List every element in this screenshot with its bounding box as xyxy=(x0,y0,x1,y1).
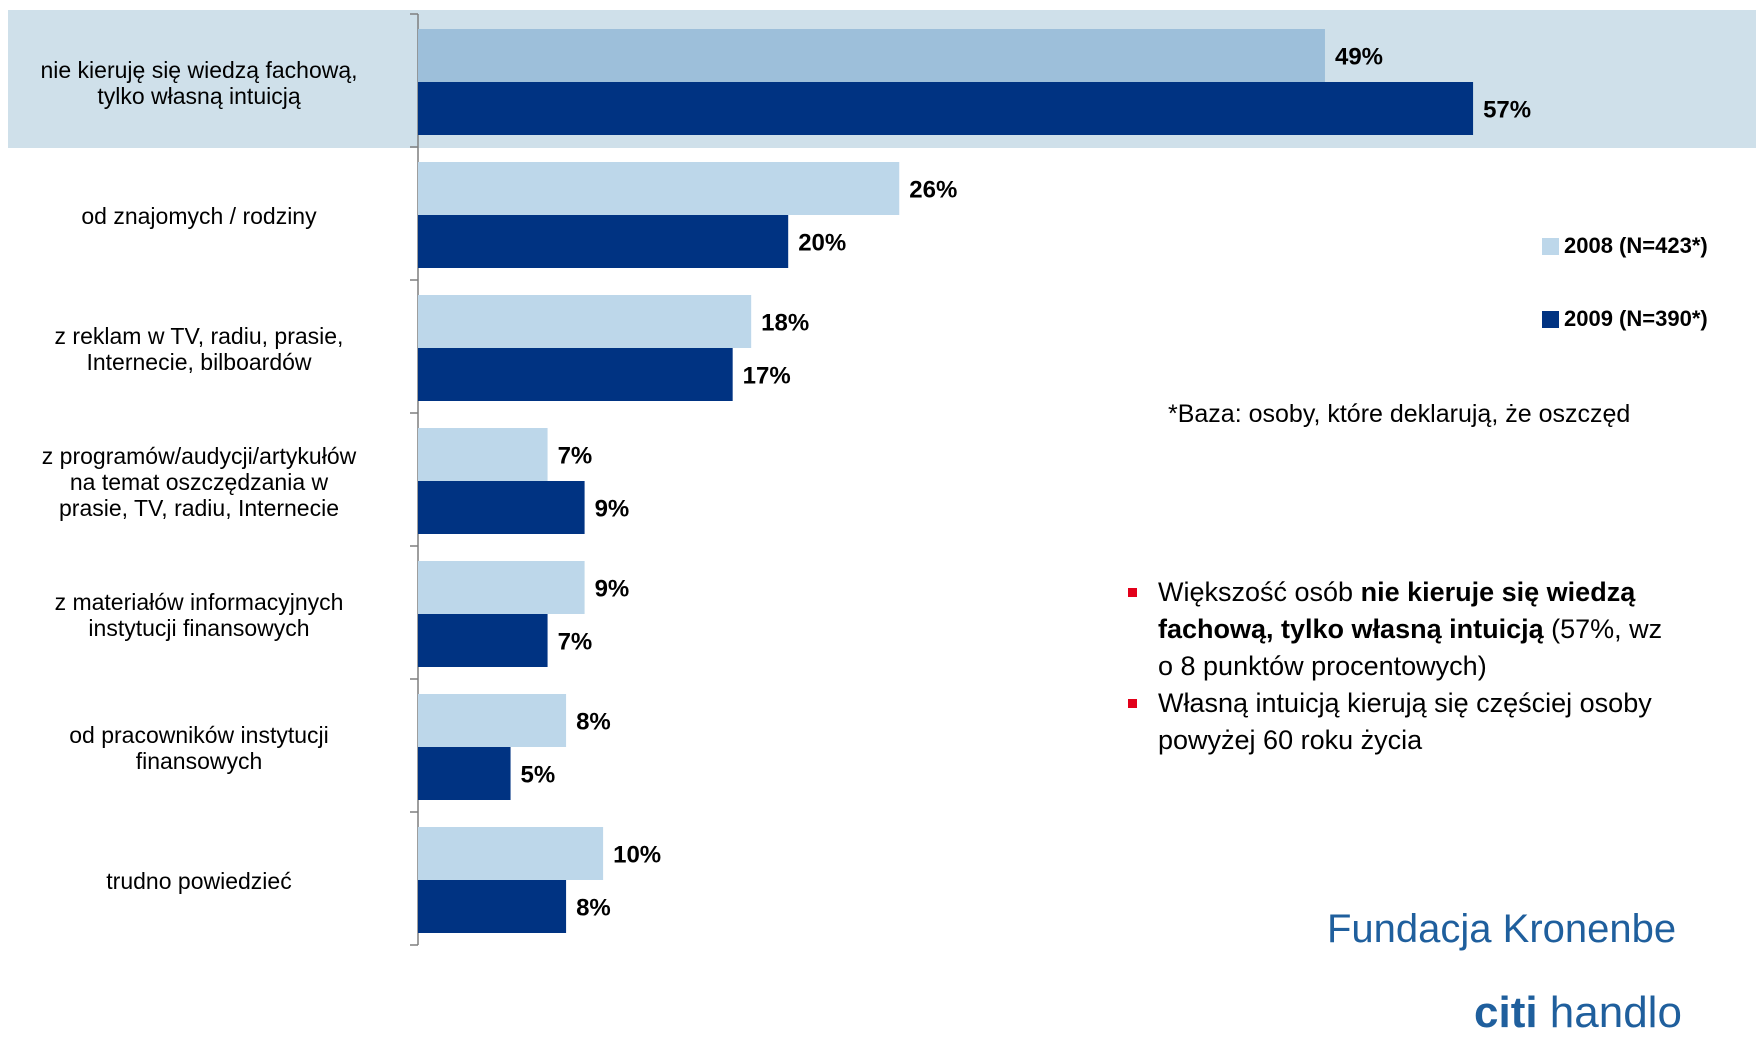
bar-2009 xyxy=(418,614,548,667)
square-bullet-icon xyxy=(1128,699,1137,708)
bar-value-label: 9% xyxy=(595,496,630,523)
category-label-line: od znajomych / rodziny xyxy=(81,202,317,229)
legend-swatch-2009 xyxy=(1542,310,1559,328)
citi-logo-mark: citi xyxy=(1474,988,1538,1037)
bar-2009 xyxy=(418,82,1474,135)
bar-value-label: 18% xyxy=(761,310,809,337)
bullet-1-text-line3: o 8 punktów procentowych) xyxy=(1158,651,1487,681)
bar-value-label: 57% xyxy=(1483,97,1531,124)
category-label-line: Internecie, bilboardów xyxy=(86,348,312,375)
bar-2009 xyxy=(418,481,585,534)
bar-2009 xyxy=(418,215,789,268)
category-label-line: z programów/audycji/artykułów xyxy=(41,442,357,469)
bar-value-label: 8% xyxy=(576,895,611,922)
bar-2008 xyxy=(418,561,585,614)
category-label-line: tylko własną intuicją xyxy=(97,82,301,109)
legend-item-2008: 2008 (N=423*) xyxy=(1542,233,1708,259)
category-label-line: finansowych xyxy=(135,747,263,774)
commentary-bullets: Większość osób nie kieruje się wiedzą fa… xyxy=(1128,574,1756,759)
handlowy-logo-text: handlo xyxy=(1537,988,1682,1037)
category-label: z materiałów informacyjnych instytucji fi… xyxy=(4,589,394,641)
category-label-line: trudno powiedzieć xyxy=(106,867,292,894)
citi-handlowy-logo: citi handlo xyxy=(1474,988,1682,1038)
bar-2008 xyxy=(418,162,900,215)
bar-value-label: 7% xyxy=(558,629,593,656)
category-label-line: z materiałów informacyjnych xyxy=(54,588,344,615)
base-note: *Baza: osoby, które deklarują, że oszczę… xyxy=(1168,400,1631,428)
fundacja-kronenberga-logo: Fundacja Kronenbe xyxy=(1327,907,1677,951)
bullet-1-text-rest: (57%, wz xyxy=(1543,614,1663,644)
category-label: od pracowników instytucji finansowych xyxy=(4,722,394,774)
bar-2008 xyxy=(418,295,752,348)
bar-2008 xyxy=(418,29,1325,82)
category-label-line: z reklam w TV, radiu, prasie, xyxy=(54,322,344,349)
bar-value-label: 10% xyxy=(613,842,661,869)
category-label-line: nie kieruję się wiedzą fachową, xyxy=(40,56,358,83)
bar-value-label: 49% xyxy=(1335,44,1383,71)
legend-swatch-2008 xyxy=(1542,237,1559,255)
category-label-line: instytucji finansowych xyxy=(88,614,310,641)
bullet-2-text-line1: Własną intuicją kierują się częściej oso… xyxy=(1158,688,1652,718)
category-label: od znajomych / rodziny xyxy=(4,203,394,229)
bar-value-label: 20% xyxy=(798,230,846,257)
category-label: z reklam w TV, radiu, prasie, Internecie,… xyxy=(4,323,394,375)
bullet-1-text-bold-2: fachową, tylko własną intuicją xyxy=(1158,614,1544,644)
bar-value-label: 9% xyxy=(595,576,630,603)
category-label: z programów/audycji/artykułów na temat os… xyxy=(4,443,394,521)
bar-value-label: 7% xyxy=(558,443,593,470)
legend-label-2008: 2008 (N=423*) xyxy=(1564,233,1708,258)
category-label-line: prasie, TV, radiu, Internecie xyxy=(59,494,339,521)
bar-value-label: 5% xyxy=(521,762,556,789)
bar-2009 xyxy=(418,348,733,401)
bar-2008 xyxy=(418,694,567,747)
bar-value-label: 17% xyxy=(743,363,791,390)
bar-2008 xyxy=(418,827,604,880)
category-label-line: od pracowników instytucji xyxy=(69,721,329,748)
bullet-2-text-line2: powyżej 60 roku życia xyxy=(1158,725,1423,755)
bullet-1-text-pre: Większość osób xyxy=(1158,577,1361,607)
bullet-item-1: Większość osób nie kieruje się wiedzą fa… xyxy=(1128,574,1756,685)
bullet-item-2: Własną intuicją kierują się częściej oso… xyxy=(1128,685,1756,759)
category-label: nie kieruję się wiedzą fachową, tylko wła… xyxy=(4,57,394,109)
bar-value-label: 26% xyxy=(909,177,957,204)
bar-2008 xyxy=(418,428,548,481)
bar-2009 xyxy=(418,747,511,800)
bar-2009 xyxy=(418,880,567,933)
bar-value-label: 8% xyxy=(576,709,611,736)
legend-item-2009: 2009 (N=390*) xyxy=(1542,306,1708,332)
category-label: trudno powiedzieć xyxy=(4,868,394,894)
category-label-line: na temat oszczędzania w xyxy=(69,468,329,495)
square-bullet-icon xyxy=(1128,588,1137,597)
bullet-1-text-bold: nie kieruje się wiedzą xyxy=(1360,577,1636,607)
legend-label-2009: 2009 (N=390*) xyxy=(1564,306,1708,331)
